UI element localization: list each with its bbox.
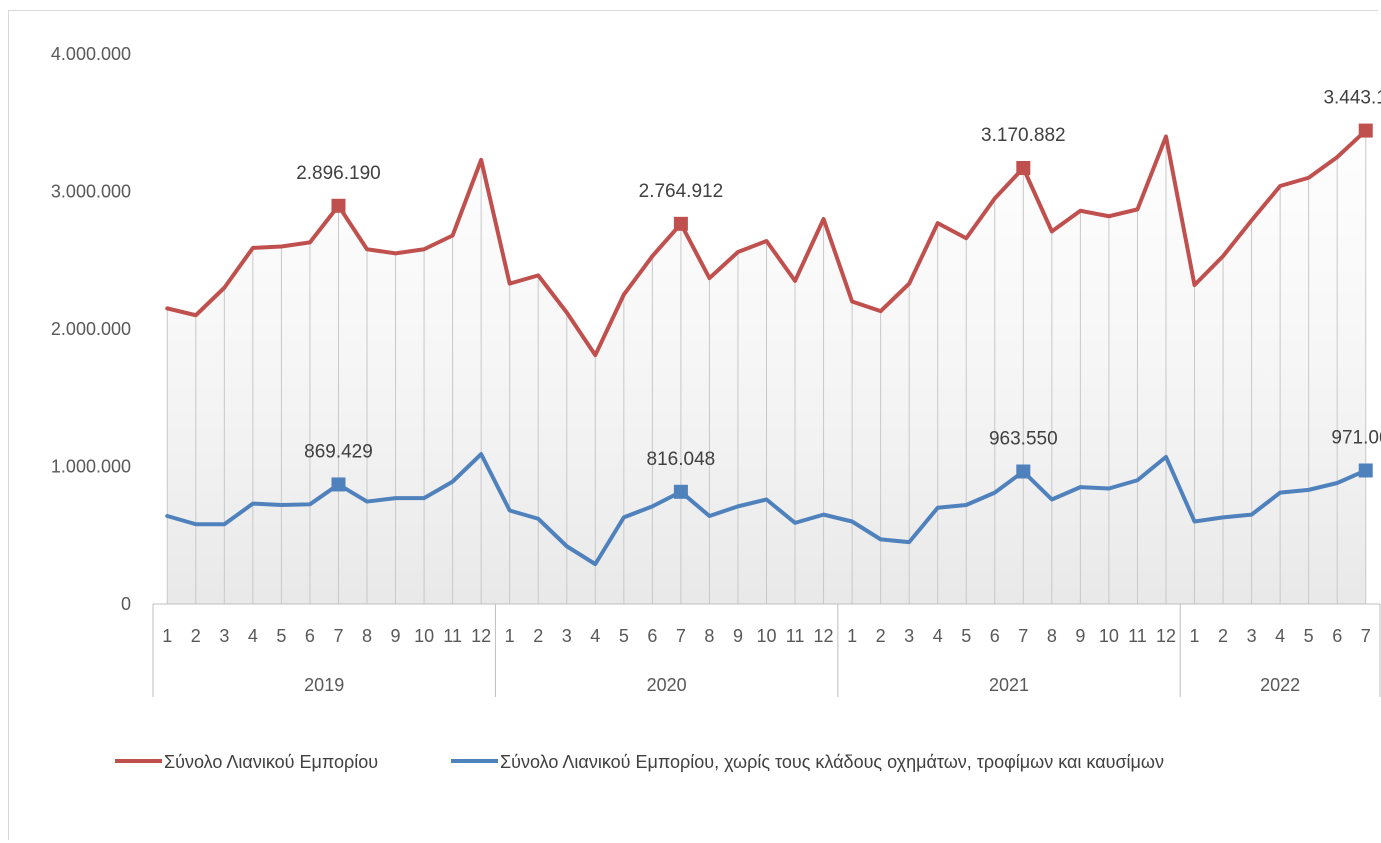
x-tick-label-year: 2022 <box>1260 675 1300 695</box>
x-tick-label-month: 7 <box>1361 626 1371 646</box>
x-tick-label-month: 4 <box>248 626 258 646</box>
x-tick-label-month: 9 <box>391 626 401 646</box>
x-tick-label-month: 8 <box>704 626 714 646</box>
x-tick-label-month: 1 <box>847 626 857 646</box>
x-tick-label-month: 1 <box>505 626 515 646</box>
x-tick-label-month: 6 <box>1332 626 1342 646</box>
x-tick-label-month: 7 <box>1018 626 1028 646</box>
legend-label-excl: Σύνολο Λιανικού Εμπορίου, χωρίς τους κλά… <box>500 752 1164 772</box>
x-tick-label-month: 11 <box>786 626 805 646</box>
x-tick-label-month: 11 <box>443 626 462 646</box>
y-tick-label: 4.000.000 <box>51 44 131 64</box>
x-tick-label-month: 1 <box>1190 626 1200 646</box>
data-marker <box>1358 123 1373 138</box>
x-tick-label-month: 10 <box>414 626 434 646</box>
data-label: 869.429 <box>304 441 373 462</box>
x-tick-label-month: 9 <box>1075 626 1085 646</box>
x-tick-label-month: 11 <box>1128 626 1147 646</box>
x-tick-label-month: 2 <box>1218 626 1228 646</box>
series-line-excl <box>165 452 1368 567</box>
data-marker <box>673 484 688 499</box>
x-tick-label-month: 9 <box>733 626 743 646</box>
data-marker <box>331 477 346 492</box>
x-tick-label-month: 12 <box>1156 626 1176 646</box>
x-tick-label-month: 3 <box>562 626 572 646</box>
x-tick-label-month: 12 <box>471 626 491 646</box>
x-tick-label-month: 1 <box>162 626 172 646</box>
x-tick-label-month: 2 <box>191 626 201 646</box>
x-tick-label-month: 4 <box>1275 626 1285 646</box>
data-label: 963.550 <box>989 429 1058 450</box>
data-label: 971.063 <box>1331 427 1381 448</box>
data-marker <box>673 216 688 231</box>
x-tick-label-month: 12 <box>814 626 834 646</box>
y-tick-label: 3.000.000 <box>51 182 131 202</box>
data-label: 3.170.882 <box>981 125 1066 146</box>
data-label: 3.443.104 <box>1323 88 1381 109</box>
x-tick-label-year: 2019 <box>304 675 344 695</box>
legend-label-total: Σύνολο Λιανικού Εμπορίου <box>164 752 378 772</box>
x-tick-label-month: 2 <box>533 626 543 646</box>
x-tick-label-month: 5 <box>1304 626 1314 646</box>
y-tick-label: 0 <box>121 594 131 614</box>
x-tick-label-month: 10 <box>1099 626 1119 646</box>
series-line-total <box>165 128 1368 358</box>
data-marker <box>1358 463 1373 478</box>
x-tick-label-month: 8 <box>1047 626 1057 646</box>
x-tick-label-month: 6 <box>647 626 657 646</box>
x-tick-label-month: 3 <box>219 626 229 646</box>
x-tick-label-month: 2 <box>876 626 886 646</box>
x-tick-label-month: 3 <box>904 626 914 646</box>
x-tick-label-month: 8 <box>362 626 372 646</box>
x-tick-label-month: 7 <box>333 626 343 646</box>
x-tick-label-month: 5 <box>619 626 629 646</box>
data-marker <box>331 198 346 213</box>
data-marker <box>1016 161 1031 176</box>
y-tick-label: 2.000.000 <box>51 319 131 339</box>
x-tick-label-month: 10 <box>756 626 776 646</box>
data-label: 2.896.190 <box>296 163 381 184</box>
x-tick-label-year: 2021 <box>989 675 1029 695</box>
x-tick-label-month: 5 <box>276 626 286 646</box>
chart-frame <box>8 10 1378 840</box>
x-tick-label-month: 4 <box>933 626 943 646</box>
y-tick-label: 1.000.000 <box>51 457 131 477</box>
x-tick-label-month: 6 <box>305 626 315 646</box>
data-label: 816.048 <box>647 449 716 470</box>
x-tick-label-month: 7 <box>676 626 686 646</box>
data-label: 2.764.912 <box>639 181 724 202</box>
x-tick-label-month: 6 <box>990 626 1000 646</box>
x-tick-label-month: 5 <box>961 626 971 646</box>
data-marker <box>1016 464 1031 479</box>
x-tick-label-month: 4 <box>590 626 600 646</box>
x-tick-label-month: 3 <box>1247 626 1257 646</box>
x-tick-label-year: 2020 <box>647 675 687 695</box>
